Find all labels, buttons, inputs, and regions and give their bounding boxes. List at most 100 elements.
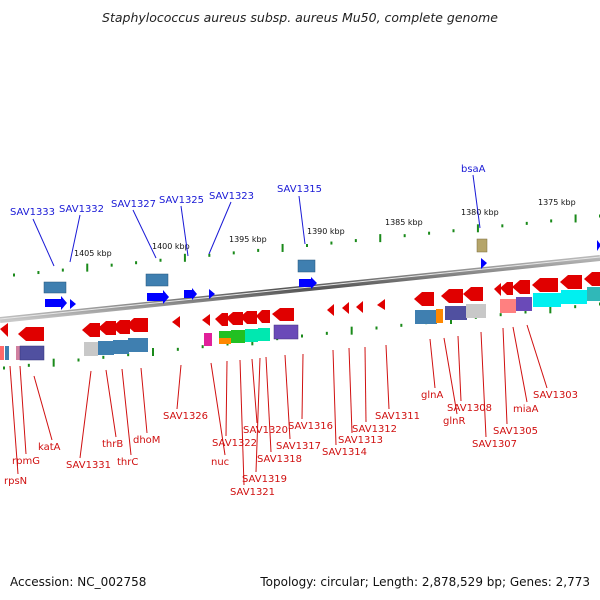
- reverse-gene-arrow: [126, 318, 148, 332]
- bottom-leader-line: [9, 365, 19, 475]
- reverse-gene-arrow: [584, 272, 600, 286]
- reverse-gene-arrow: [441, 289, 463, 303]
- reverse-gene-arrow: [82, 323, 100, 337]
- genome-backbone: [0, 255, 600, 323]
- bottom-leader-line: [443, 337, 458, 415]
- forward-feature-box: [297, 259, 316, 273]
- label-dhoM[interactable]: dhoM: [133, 435, 160, 446]
- ruler-minor-tick: [501, 224, 504, 228]
- reverse-gene-arrow: [414, 292, 434, 306]
- reverse-gene-arrow: [494, 283, 501, 296]
- forward-gene-arrow: [597, 240, 600, 251]
- label-SAV1327[interactable]: SAV1327: [111, 199, 156, 210]
- reverse-gene-arrow: [18, 327, 44, 341]
- ruler-minor-tick: [325, 331, 328, 335]
- forward-feature-box: [145, 273, 169, 287]
- label-SAV1332[interactable]: SAV1332: [59, 204, 104, 215]
- label-SAV1316[interactable]: SAV1316: [288, 421, 333, 432]
- ruler-minor-tick: [403, 234, 406, 238]
- label-SAV1323[interactable]: SAV1323: [209, 191, 254, 202]
- bottom-leader-line: [105, 369, 117, 438]
- ruler-minor-tick: [257, 248, 260, 252]
- forward-genes: [43, 238, 600, 310]
- kbp-label-1405: 1405 kbp: [74, 249, 112, 258]
- label-SAV1305[interactable]: SAV1305: [493, 426, 538, 437]
- ruler-major-tick: [281, 243, 284, 252]
- label-SAV1303[interactable]: SAV1303: [533, 390, 578, 401]
- ruler-minor-tick: [301, 334, 303, 338]
- label-thrB[interactable]: thrB: [102, 439, 123, 450]
- ruler-minor-tick: [77, 358, 80, 362]
- bottom-leader-line: [364, 346, 367, 423]
- bottom-leader-line: [284, 354, 291, 440]
- ruler-minor-tick: [330, 241, 333, 245]
- label-SAV1312[interactable]: SAV1312: [352, 424, 397, 435]
- label-nuc[interactable]: nuc: [211, 457, 229, 468]
- forward-gene-arrow: [184, 288, 197, 300]
- label-SAV1311[interactable]: SAV1311: [375, 411, 420, 422]
- forward-feature-box: [43, 281, 67, 294]
- label-SAV1320[interactable]: SAV1320: [243, 425, 288, 436]
- bottom-labels: rpsN rpmG katA SAV1331 thrB thrC dhoM SAV1326 nu…: [4, 390, 578, 498]
- bottom-leader-line: [385, 344, 390, 410]
- kbp-label-1390: 1390 kbp: [307, 227, 345, 236]
- label-SAV1325[interactable]: SAV1325: [159, 195, 204, 206]
- label-glnR[interactable]: glnR: [443, 416, 465, 427]
- label-SAV1313[interactable]: SAV1313: [338, 435, 383, 446]
- forward-gene-arrow: [481, 258, 487, 269]
- label-SAV1321[interactable]: SAV1321: [230, 487, 275, 498]
- label-SAV1315[interactable]: SAV1315: [277, 184, 322, 195]
- bottom-leader-line: [239, 359, 245, 486]
- label-glnA[interactable]: glnA: [421, 390, 443, 401]
- label-rpmG[interactable]: rpmG: [12, 456, 40, 467]
- bottom-leader-line: [301, 353, 304, 420]
- reverse-gene-arrow: [512, 280, 530, 294]
- ruler-minor-tick: [102, 355, 105, 359]
- forward-gene-arrow: [209, 289, 215, 299]
- bottom-leader-line: [210, 362, 226, 456]
- reverse-gene-arrow: [215, 313, 228, 326]
- ruler-major-tick: [549, 305, 552, 314]
- reverse-gene-arrow: [202, 314, 210, 326]
- label-SAV1333[interactable]: SAV1333: [10, 207, 55, 218]
- bottom-leader-line: [121, 368, 132, 456]
- label-miaA[interactable]: miaA: [513, 404, 539, 415]
- bottom-leader-line: [348, 347, 353, 434]
- bottom-leader-line: [19, 365, 27, 455]
- reverse-gene-arrow: [500, 282, 513, 295]
- bottom-leader-lines: [9, 324, 548, 486]
- ruler-major-tick: [52, 358, 55, 367]
- reverse-gene-arrow: [463, 287, 483, 301]
- bottom-leader-line: [429, 338, 436, 389]
- label-SAV1326[interactable]: SAV1326: [163, 411, 208, 422]
- bottom-leader-line: [255, 357, 261, 473]
- label-SAV1317[interactable]: SAV1317: [276, 441, 321, 452]
- label-katA[interactable]: katA: [38, 442, 61, 453]
- genome-backbone-highlight: [0, 256, 600, 320]
- label-SAV1318[interactable]: SAV1318: [257, 454, 302, 465]
- bottom-leader-line: [502, 327, 508, 425]
- bottom-leader-line: [33, 375, 53, 441]
- ruler-minor-tick: [524, 310, 527, 314]
- label-bsaA[interactable]: bsaA: [461, 164, 486, 175]
- ruler-minor-tick: [127, 353, 130, 357]
- ruler-minor-tick: [400, 323, 403, 327]
- label-SAV1314[interactable]: SAV1314: [322, 447, 367, 458]
- reverse-gene-arrow: [272, 308, 294, 321]
- label-rpsN[interactable]: rpsN: [4, 476, 27, 487]
- label-thrC[interactable]: thrC: [117, 457, 138, 468]
- accession-text: Accession: NC_002758: [10, 575, 147, 589]
- label-SAV1319[interactable]: SAV1319: [242, 474, 287, 485]
- ruler-minor-tick: [208, 253, 211, 257]
- label-SAV1331[interactable]: SAV1331: [66, 460, 111, 471]
- label-SAV1307[interactable]: SAV1307: [472, 439, 517, 450]
- bottom-leader-line: [251, 358, 258, 424]
- ruler-minor-tick: [525, 221, 528, 225]
- label-SAV1322[interactable]: SAV1322: [212, 438, 257, 449]
- reverse-gene-arrow: [0, 323, 8, 337]
- bottom-leader-line: [79, 370, 92, 459]
- kbp-label-1395: 1395 kbp: [229, 235, 267, 244]
- label-SAV1308[interactable]: SAV1308: [447, 403, 492, 414]
- ruler-major-tick: [574, 214, 577, 223]
